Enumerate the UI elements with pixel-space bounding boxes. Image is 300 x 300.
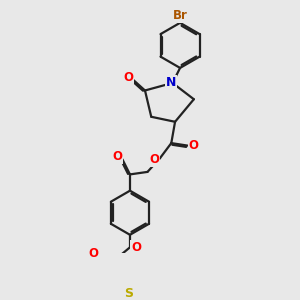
Text: O: O — [123, 71, 133, 84]
Text: O: O — [131, 241, 141, 254]
Text: N: N — [166, 76, 176, 89]
Text: O: O — [112, 150, 122, 164]
Text: O: O — [88, 247, 98, 260]
Text: O: O — [149, 153, 160, 166]
Text: S: S — [124, 287, 134, 300]
Text: N: N — [166, 76, 176, 89]
Text: Br: Br — [172, 9, 188, 22]
Text: O: O — [189, 139, 199, 152]
